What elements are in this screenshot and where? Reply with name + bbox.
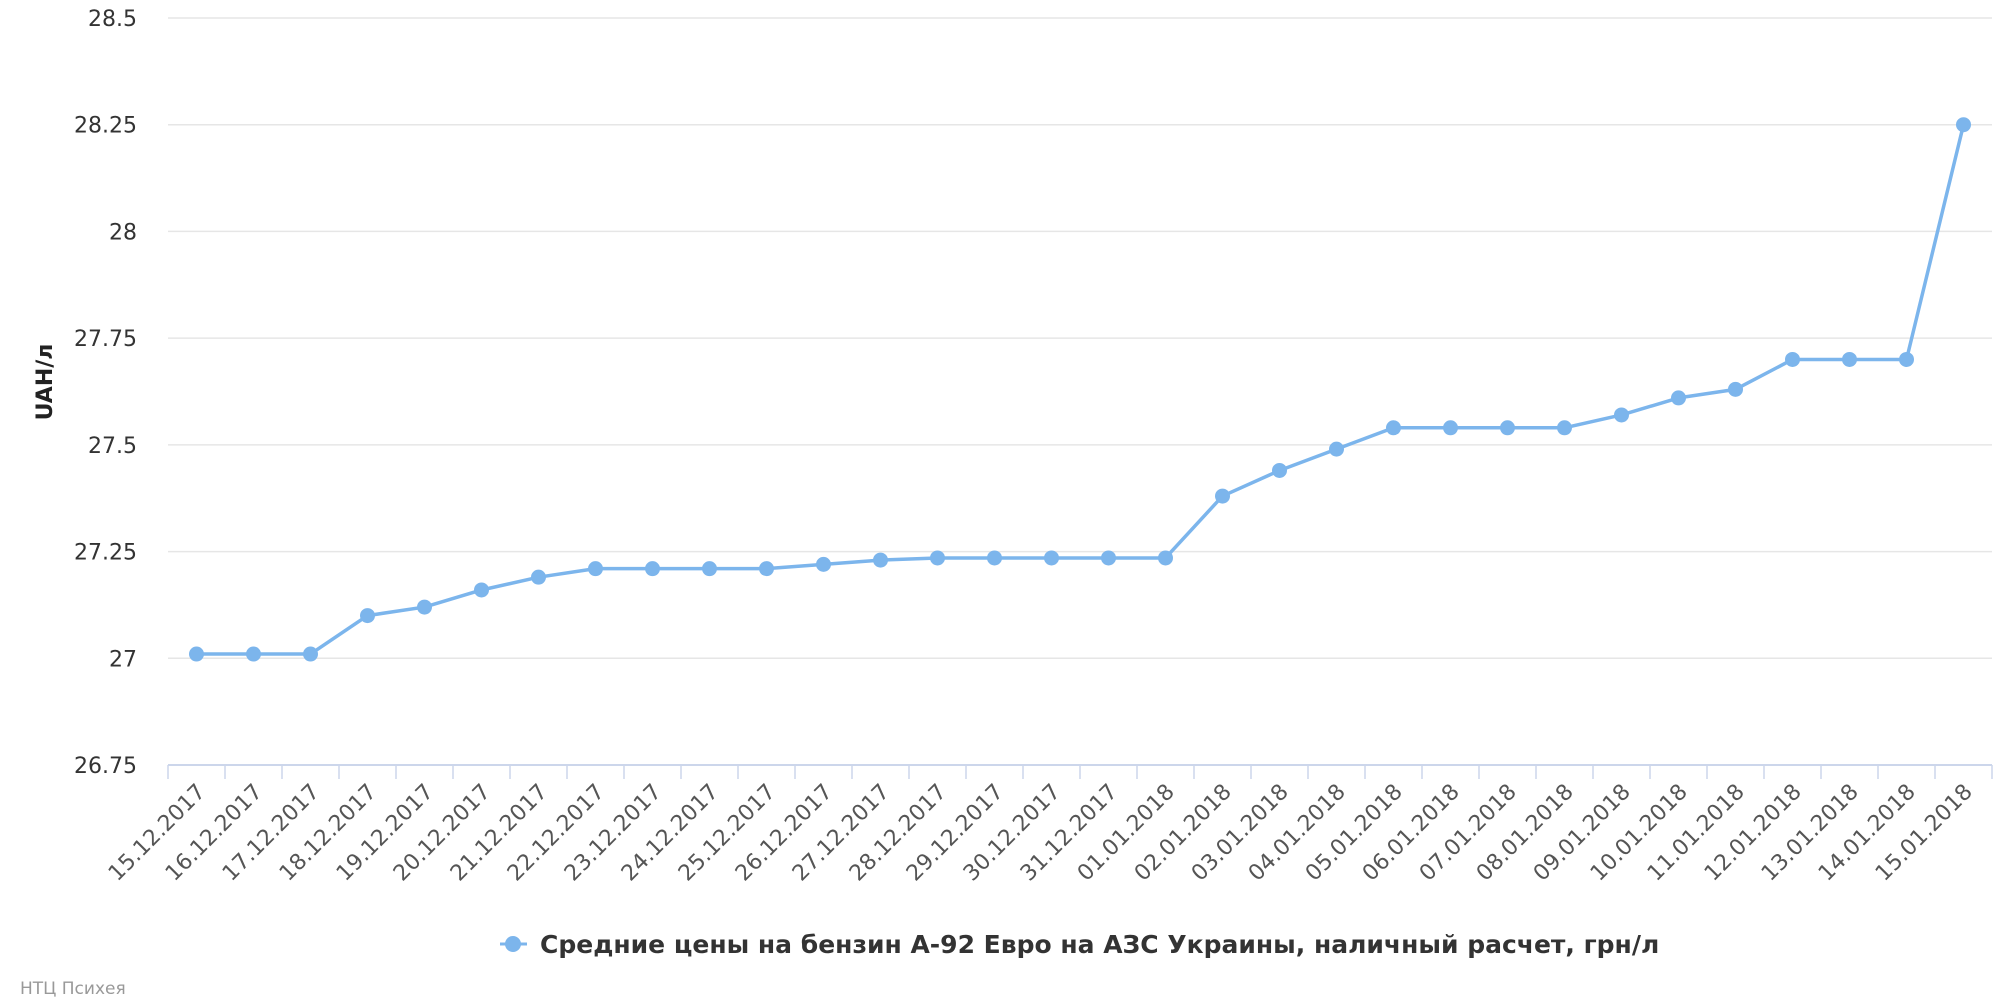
- data-point[interactable]: [645, 561, 660, 577]
- data-point[interactable]: [987, 550, 1002, 566]
- data-point[interactable]: [588, 561, 603, 577]
- y-axis-ticks: 26.75 27 27.25 27.5 27.75 28 28.25 28.5: [74, 7, 137, 779]
- data-point[interactable]: [1386, 420, 1401, 436]
- data-point[interactable]: [1272, 462, 1287, 478]
- data-point[interactable]: [1158, 550, 1173, 566]
- data-point[interactable]: [1671, 390, 1686, 406]
- y-tick-label: 28: [109, 220, 137, 245]
- x-tick-label: 15.12.2017: [104, 780, 211, 887]
- data-point[interactable]: [1785, 351, 1800, 367]
- data-point[interactable]: [360, 608, 375, 624]
- x-axis: 15.12.201716.12.201717.12.201718.12.2017…: [104, 764, 1993, 887]
- y-tick-label: 27.5: [88, 434, 137, 459]
- y-tick-label: 28.25: [74, 114, 137, 139]
- data-point[interactable]: [303, 646, 318, 662]
- y-tick-label: 28.5: [88, 7, 137, 32]
- data-point[interactable]: [246, 646, 261, 662]
- y-tick-label: 27.75: [74, 327, 137, 352]
- data-point[interactable]: [1842, 351, 1857, 367]
- data-point[interactable]: [873, 552, 888, 568]
- data-point[interactable]: [816, 556, 831, 572]
- data-point[interactable]: [759, 561, 774, 577]
- data-point[interactable]: [417, 599, 432, 615]
- y-axis-label: UAH/л: [33, 344, 58, 421]
- y-tick-label: 27.25: [74, 541, 137, 566]
- data-point[interactable]: [930, 550, 945, 566]
- data-point[interactable]: [1500, 420, 1515, 436]
- data-point[interactable]: [1956, 117, 1971, 133]
- credits-text[interactable]: НТЦ Психея: [20, 979, 126, 999]
- data-point[interactable]: [1329, 441, 1344, 457]
- data-point[interactable]: [1443, 420, 1458, 436]
- data-point[interactable]: [1557, 420, 1572, 436]
- gridlines: [168, 17, 1992, 660]
- y-tick-label: 26.75: [74, 754, 137, 779]
- legend-marker: [505, 936, 521, 952]
- data-point[interactable]: [702, 561, 717, 577]
- data-point[interactable]: [1899, 351, 1914, 367]
- series-group: [189, 117, 1971, 662]
- legend[interactable]: Средние цены на бензин А-92 Евро на АЗС …: [500, 930, 1659, 959]
- legend-label: Средние цены на бензин А-92 Евро на АЗС …: [540, 930, 1659, 959]
- y-tick-label: 27: [109, 647, 137, 672]
- data-point[interactable]: [531, 569, 546, 585]
- series-line[interactable]: [194, 122, 1966, 656]
- data-point[interactable]: [1044, 550, 1059, 566]
- data-point[interactable]: [1101, 550, 1116, 566]
- data-point[interactable]: [1728, 381, 1743, 397]
- data-point[interactable]: [474, 582, 489, 598]
- data-point[interactable]: [1614, 407, 1629, 423]
- data-point[interactable]: [1215, 488, 1230, 504]
- data-point[interactable]: [189, 646, 204, 662]
